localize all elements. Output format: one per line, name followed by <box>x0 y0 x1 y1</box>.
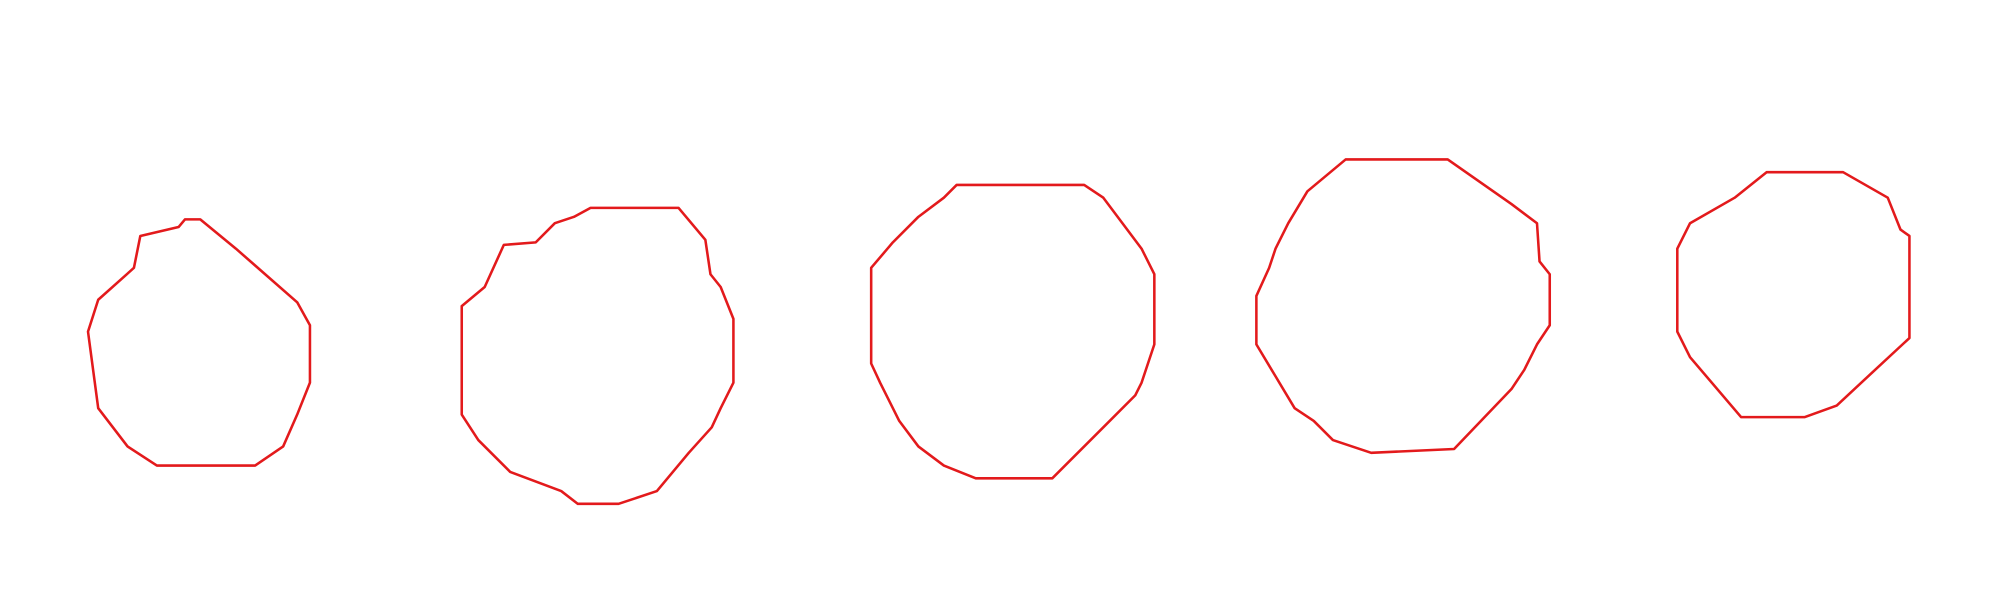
contour <box>1255 158 1552 455</box>
contour <box>869 183 1156 480</box>
contour <box>86 218 312 467</box>
contour <box>1676 170 1911 419</box>
contour <box>460 206 735 506</box>
